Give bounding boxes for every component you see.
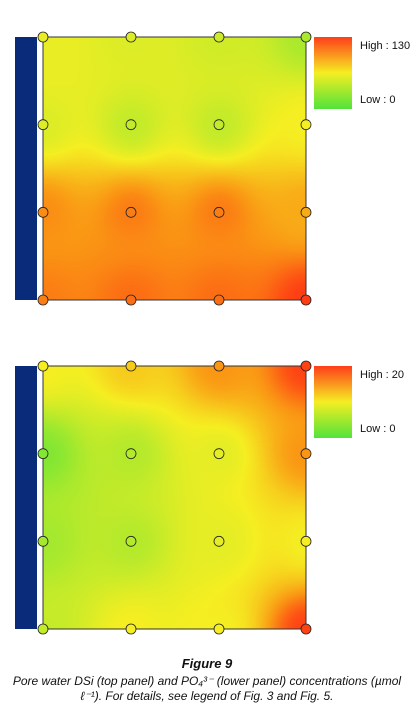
sample-point xyxy=(125,294,137,306)
figure-caption-title: Figure 9 xyxy=(181,656,233,671)
sample-point xyxy=(37,360,49,372)
lower-panel: High : 20 Low : 0 xyxy=(15,360,404,635)
legend-low-label: Low : 0 xyxy=(360,423,395,435)
top-panel: High : 130 Low : 0 xyxy=(15,31,410,306)
heatmap-frame xyxy=(42,365,307,630)
legend-color-bar xyxy=(314,366,352,438)
sample-point xyxy=(37,448,49,460)
sample-point xyxy=(300,448,312,460)
sample-point xyxy=(300,119,312,131)
sample-point xyxy=(37,623,49,635)
side-strip xyxy=(15,37,37,300)
heatmap-field xyxy=(43,366,306,629)
sample-point xyxy=(300,360,312,372)
sample-point xyxy=(300,535,312,547)
heatmap-field xyxy=(43,37,306,300)
legend-low-label: Low : 0 xyxy=(360,94,395,106)
figure-caption-text: Pore water DSi (top panel) and PO₄³⁻ (lo… xyxy=(12,674,402,703)
side-strip xyxy=(15,366,37,629)
sample-point xyxy=(213,360,225,372)
sample-point xyxy=(37,31,49,43)
sample-point xyxy=(125,535,137,547)
sample-point xyxy=(213,535,225,547)
sample-point xyxy=(213,119,225,131)
sample-point xyxy=(300,206,312,218)
sample-point xyxy=(125,119,137,131)
sample-point xyxy=(37,294,49,306)
sample-point xyxy=(125,623,137,635)
sample-point xyxy=(213,448,225,460)
sample-point xyxy=(213,294,225,306)
sample-point xyxy=(37,206,49,218)
sample-point xyxy=(125,360,137,372)
legend-color-bar xyxy=(314,37,352,109)
figure-canvas: High : 130 Low : 0 High : 20 Low : 0 xyxy=(15,31,410,635)
sample-point xyxy=(125,31,137,43)
sample-point xyxy=(300,623,312,635)
sample-point xyxy=(300,294,312,306)
sample-point xyxy=(213,623,225,635)
sample-point xyxy=(213,206,225,218)
sample-point xyxy=(37,535,49,547)
sample-point xyxy=(125,206,137,218)
legend-high-label: High : 20 xyxy=(360,369,404,381)
sample-point xyxy=(37,119,49,131)
sample-point xyxy=(300,31,312,43)
heatmap-frame xyxy=(42,36,307,301)
legend-high-label: High : 130 xyxy=(360,40,410,52)
sample-point xyxy=(125,448,137,460)
sample-point xyxy=(213,31,225,43)
